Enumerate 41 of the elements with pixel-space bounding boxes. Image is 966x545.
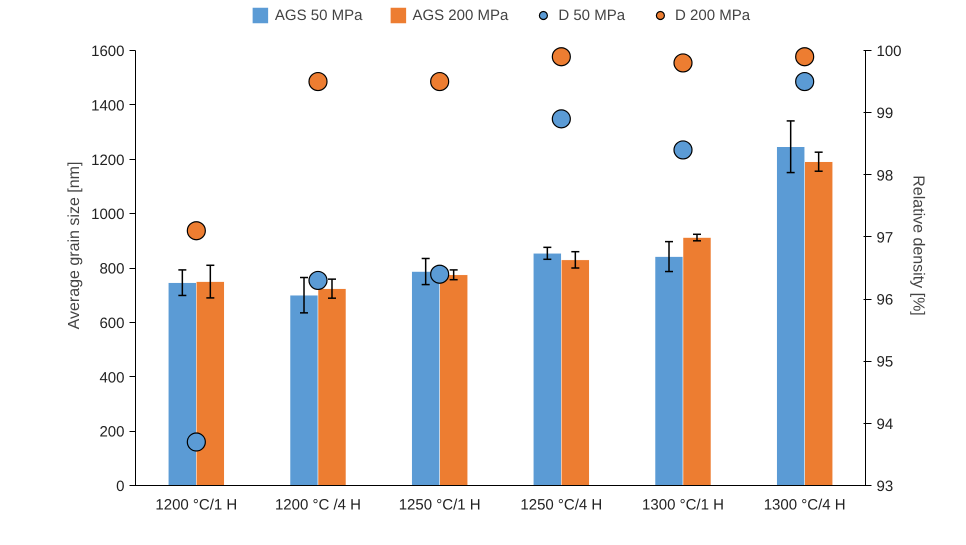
point bbox=[552, 47, 571, 66]
y-tick-label: 600 bbox=[99, 314, 125, 332]
y2-tick-label: 96 bbox=[876, 292, 894, 309]
point bbox=[552, 109, 571, 128]
legend-label: D 50 MPa bbox=[558, 6, 626, 24]
point bbox=[795, 47, 814, 66]
y-tick-label: 1200 bbox=[91, 152, 125, 169]
y-axis-title: Average grain size [nm] bbox=[66, 162, 84, 330]
y2-tick-label: 99 bbox=[876, 105, 894, 122]
y2-tick-label: 95 bbox=[876, 354, 894, 371]
legend-label: AGS 50 MPa bbox=[274, 6, 362, 24]
y-tick-label: 1000 bbox=[91, 206, 125, 224]
x-tick-label: 1200 °C /4 H bbox=[274, 496, 362, 514]
y2-tick-label: 94 bbox=[876, 416, 894, 433]
point bbox=[430, 264, 450, 284]
point bbox=[673, 140, 693, 160]
y-tick-label: 0 bbox=[116, 478, 124, 495]
y-tick-label: 1400 bbox=[91, 97, 125, 114]
x-tick-label: 1250 °C/4 H bbox=[520, 496, 602, 514]
x-tick-label: 1300 °C/1 H bbox=[642, 496, 724, 514]
y2-axis-title: Relative density [%] bbox=[910, 175, 927, 316]
point bbox=[430, 72, 450, 92]
x-tick-label: 1300 °C/4 H bbox=[764, 496, 846, 514]
point bbox=[186, 221, 206, 240]
legend-label: D 200 MPa bbox=[675, 6, 750, 24]
point bbox=[308, 72, 328, 92]
point bbox=[186, 432, 206, 452]
y2-tick-label: 100 bbox=[876, 43, 902, 60]
y2-tick-label: 93 bbox=[876, 478, 894, 495]
y2-tick-label: 98 bbox=[876, 167, 894, 184]
x-tick-label: 1200 °C/1 H bbox=[155, 496, 238, 514]
y-tick-label: 1600 bbox=[91, 43, 125, 60]
x-tick-label: 1250 °C/1 H bbox=[398, 496, 481, 514]
y-tick-label: 400 bbox=[99, 369, 125, 386]
point bbox=[308, 270, 328, 290]
y-tick-label: 800 bbox=[99, 260, 125, 278]
point bbox=[673, 53, 693, 73]
y2-tick-label: 97 bbox=[876, 229, 894, 246]
y-tick-label: 200 bbox=[99, 424, 125, 441]
point bbox=[795, 72, 814, 92]
legend-label: AGS 200 MPa bbox=[412, 6, 508, 24]
